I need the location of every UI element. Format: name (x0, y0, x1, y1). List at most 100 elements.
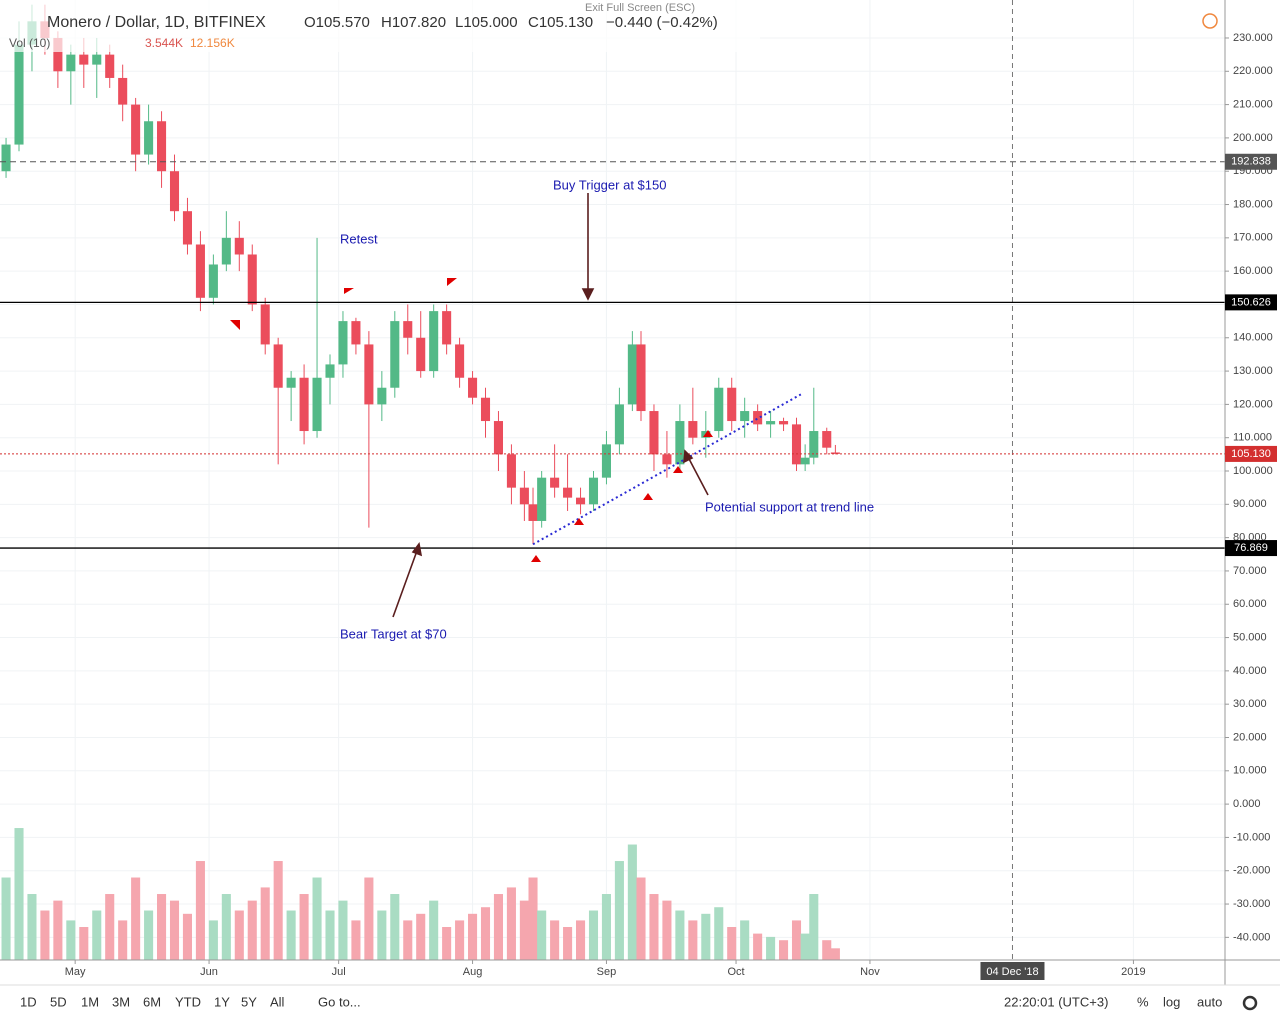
volume-bar (614, 861, 624, 960)
percent-toggle[interactable]: % (1137, 994, 1149, 1009)
candle-body (169, 171, 180, 212)
y-tick-label: 30.000 (1233, 698, 1267, 710)
y-tick-label: 60.000 (1233, 598, 1267, 610)
volume-bar (779, 940, 789, 960)
volume-bar (27, 894, 37, 960)
candle-body (273, 344, 283, 388)
range-button[interactable]: 1M (81, 994, 99, 1009)
volume-bar (480, 907, 491, 960)
candle-body (92, 54, 102, 65)
volume-bar (195, 861, 205, 960)
overlays: Buy Trigger at $150 Retest Potential suppo… (0, 0, 1225, 960)
volume-bar (312, 877, 322, 960)
exit-fullscreen[interactable]: Exit Full Screen (ESC) (585, 2, 695, 14)
range-button[interactable]: 5D (50, 994, 67, 1009)
volume-bar (131, 877, 141, 960)
level-label: 105.130 (1231, 448, 1271, 460)
candle-body (1, 144, 11, 172)
y-tick-label: 210.000 (1233, 99, 1273, 111)
candle-body (550, 477, 560, 488)
volume-bar (273, 861, 283, 960)
candle-body (338, 321, 348, 365)
header-bg (0, 0, 760, 52)
candle-body (493, 421, 504, 455)
volume-pane (1, 828, 840, 960)
candle-body (809, 431, 819, 458)
candle-body (779, 421, 789, 425)
volume-bar (468, 913, 478, 960)
candle-body (234, 237, 244, 255)
range-button[interactable]: 1Y (214, 994, 230, 1009)
ohlc-close: C105.130 (528, 14, 593, 31)
volume-bar (493, 894, 504, 960)
range-button[interactable]: 5Y (241, 994, 257, 1009)
volume-bar (800, 933, 810, 960)
level-label: 192.838 (1231, 156, 1271, 168)
candle-body (144, 121, 154, 155)
alert-icon[interactable] (1202, 13, 1218, 29)
volume-bar (588, 910, 599, 960)
volume-bar (208, 920, 218, 960)
candle-body (537, 477, 547, 521)
volume-bar (92, 910, 102, 960)
volume-bar (66, 920, 76, 960)
y-tick-label: 20.000 (1233, 731, 1267, 743)
y-tick-label: 110.000 (1233, 432, 1272, 444)
symbol[interactable]: Monero / Dollar, 1D, BITFINEX (47, 14, 266, 31)
candle-body (822, 431, 832, 448)
range-button[interactable]: 3M (112, 994, 130, 1009)
candle-body (286, 377, 296, 388)
range-button[interactable]: 6M (143, 994, 161, 1009)
volume-last: 3.544K (145, 36, 183, 50)
candle-body (688, 421, 698, 438)
candle-body (131, 104, 141, 155)
volume-bar (442, 927, 452, 960)
candle-body (182, 211, 193, 245)
volume-bar (809, 894, 819, 960)
volume-bar (144, 910, 154, 960)
x-tick-label: Oct (727, 966, 744, 978)
candle-body (390, 321, 400, 388)
volume-bar (105, 894, 115, 960)
red-arrows (230, 278, 713, 562)
candle-body (766, 421, 776, 425)
volume-bar (636, 877, 646, 960)
annotation: Potential support at trend line (705, 499, 874, 514)
y-tick-label: 170.000 (1233, 232, 1273, 244)
date-marker-label: 04 Dec '18 (986, 966, 1038, 978)
volume-bar (221, 894, 231, 960)
candle-body (800, 457, 810, 465)
candle-body (649, 411, 659, 455)
y-tick-label: 140.000 (1233, 332, 1273, 344)
auto-toggle[interactable]: auto (1197, 994, 1222, 1009)
volume-bar (377, 910, 387, 960)
x-tick-label: Aug (463, 966, 483, 978)
y-tick-label: 200.000 (1233, 132, 1273, 144)
goto[interactable]: Go to... (318, 994, 361, 1009)
volume-bar (14, 828, 24, 960)
level-label: 150.626 (1231, 296, 1271, 308)
candle-body (403, 321, 413, 338)
range-button[interactable]: 1D (20, 994, 37, 1009)
volume-bar (390, 894, 400, 960)
candle-body (601, 444, 611, 478)
volume-bar (455, 920, 465, 960)
candle-body (614, 404, 624, 445)
settings-icon[interactable] (1242, 995, 1258, 1011)
volume-bar (662, 900, 672, 960)
candle-body (468, 377, 478, 398)
level-labels: 150.626 76.869 192.838 105.130 (1225, 153, 1277, 557)
volume-bar (688, 920, 698, 960)
trendline (532, 393, 802, 546)
candle-body (576, 497, 586, 505)
y-tick-label: -10.000 (1233, 831, 1270, 843)
volume-bar (550, 920, 560, 960)
range-button[interactable]: All (270, 994, 285, 1009)
log-toggle[interactable]: log (1163, 994, 1180, 1009)
range-button[interactable]: YTD (175, 994, 201, 1009)
volume-bar (338, 900, 348, 960)
candle-body (528, 504, 538, 521)
candles (1, 4, 840, 545)
